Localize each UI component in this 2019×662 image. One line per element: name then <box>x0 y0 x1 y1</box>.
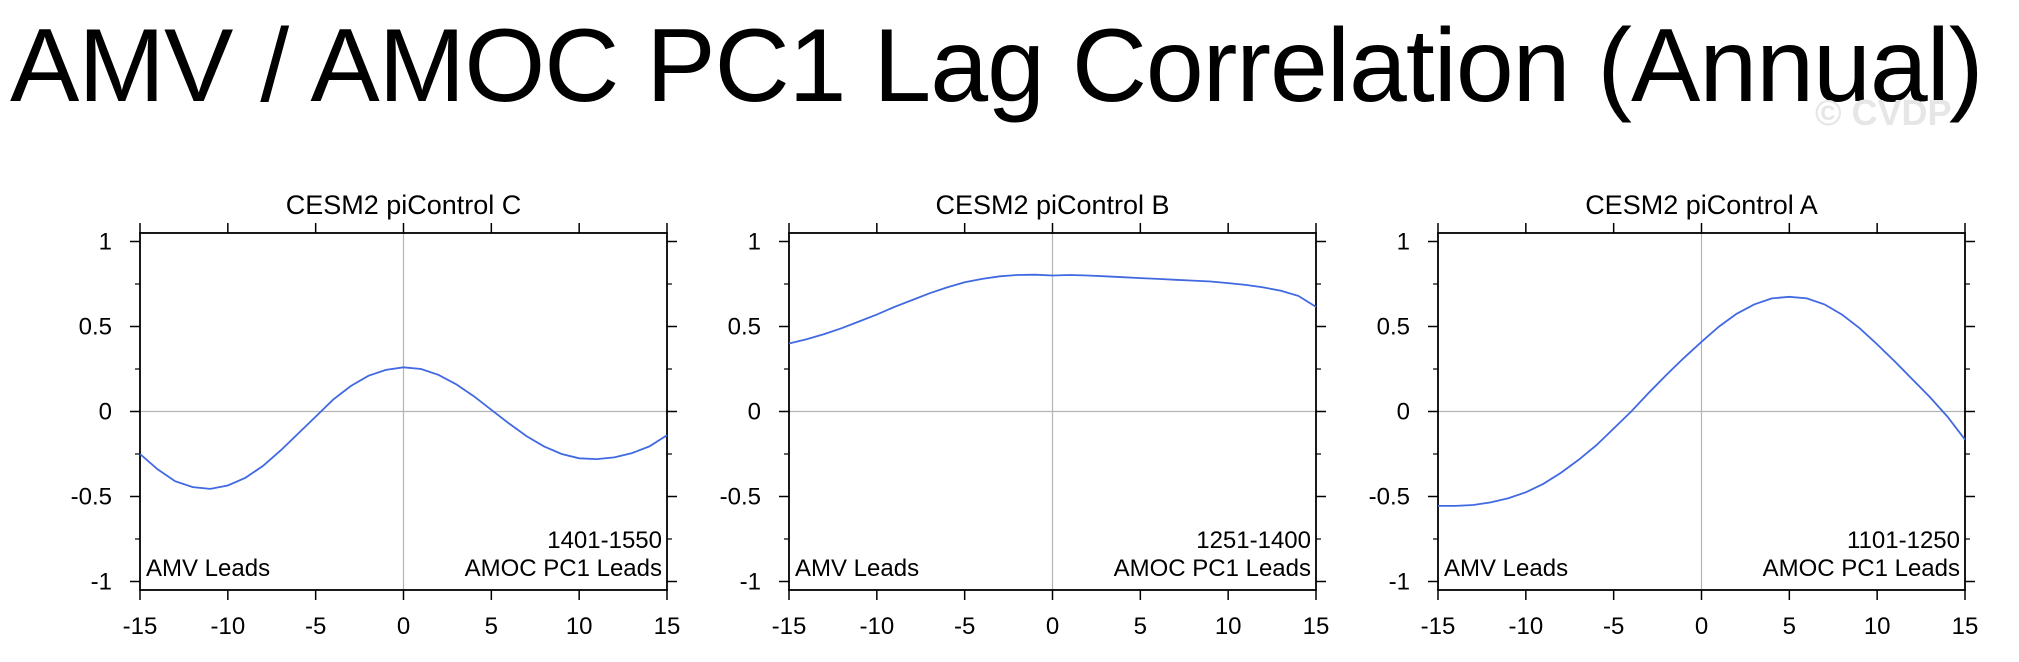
chart-panel-3: CESM2 piControl A -15 -10 -5 0 5 10 15 -1 -0.5 0 0.… <box>1369 190 1979 640</box>
y-tick-label: -1 <box>1389 569 1410 596</box>
period-label: 1101-1250 <box>1847 527 1960 554</box>
chart-title: CESM2 piControl B <box>935 190 1169 220</box>
right-annotation: AMOC PC1 Leads <box>1763 555 1960 582</box>
series-line <box>139 366 668 490</box>
left-annotation: AMV Leads <box>795 555 919 582</box>
x-tick-label: 0 <box>397 613 410 640</box>
chart-panel-2: CESM2 piControl B -15 -10 -5 0 5 10 15 -1 -0.5 0 0.… <box>720 190 1330 640</box>
y-tick-label: 0 <box>748 399 761 426</box>
y-tick-label: 0.5 <box>79 314 112 341</box>
x-tick-label: 0 <box>1046 613 1059 640</box>
plot-frame <box>1437 232 1966 591</box>
series-line <box>788 273 1317 345</box>
watermark: © CVDP <box>1815 92 1952 133</box>
x-tick-label: 5 <box>1783 613 1796 640</box>
x-tick-label: -10 <box>859 613 894 640</box>
left-annotation: AMV Leads <box>1444 555 1568 582</box>
x-tick-label: -10 <box>1508 613 1543 640</box>
page-title: AMV / AMOC PC1 Lag Correlation (Annual) <box>10 8 1984 124</box>
x-tick-label: -15 <box>772 613 807 640</box>
x-tick-label: -5 <box>1603 613 1624 640</box>
x-tick-label: 10 <box>1215 613 1242 640</box>
x-tick-label: -10 <box>210 613 245 640</box>
chart-title: CESM2 piControl A <box>1585 190 1818 220</box>
y-tick-label: 0.5 <box>1377 314 1410 341</box>
chart-panel-1: CESM2 piControl C -15 -10 -5 0 5 10 15 -1 -0.5 0 0.… <box>71 190 681 640</box>
chart-title: CESM2 piControl C <box>286 190 522 220</box>
period-label: 1251-1400 <box>1196 527 1311 554</box>
plot-frame <box>788 232 1317 591</box>
y-tick-label: 0 <box>1397 399 1410 426</box>
y-tick-label: -1 <box>91 569 112 596</box>
y-tick-label: -1 <box>740 569 761 596</box>
period-label: 1401-1550 <box>547 527 662 554</box>
x-tick-label: 15 <box>654 613 681 640</box>
y-tick-label: 1 <box>99 229 112 256</box>
x-tick-label: 0 <box>1695 613 1708 640</box>
x-tick-label: -5 <box>305 613 326 640</box>
x-tick-label: 15 <box>1952 613 1979 640</box>
y-tick-label: -0.5 <box>1369 484 1410 511</box>
x-tick-label: -15 <box>123 613 158 640</box>
y-tick-label: 0.5 <box>728 314 761 341</box>
x-tick-label: 15 <box>1303 613 1330 640</box>
x-tick-label: 10 <box>1864 613 1891 640</box>
right-annotation: AMOC PC1 Leads <box>465 555 662 582</box>
y-tick-label: 1 <box>1397 229 1410 256</box>
y-tick-label: 0 <box>99 399 112 426</box>
left-annotation: AMV Leads <box>146 555 270 582</box>
x-tick-label: -5 <box>954 613 975 640</box>
right-annotation: AMOC PC1 Leads <box>1114 555 1311 582</box>
y-tick-label: 1 <box>748 229 761 256</box>
y-tick-label: -0.5 <box>720 484 761 511</box>
x-tick-label: -15 <box>1421 613 1456 640</box>
y-tick-label: -0.5 <box>71 484 112 511</box>
x-tick-label: 5 <box>485 613 498 640</box>
series-line <box>1438 295 1966 507</box>
x-tick-label: 5 <box>1134 613 1147 640</box>
x-tick-label: 10 <box>566 613 593 640</box>
plot-frame <box>139 232 668 591</box>
